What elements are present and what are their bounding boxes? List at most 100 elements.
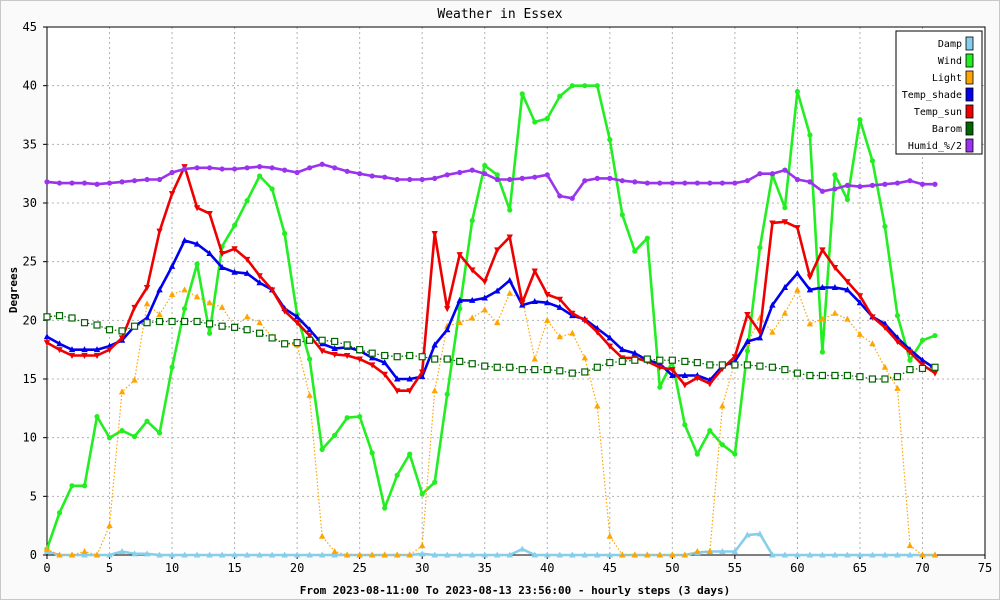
data-point-wind [432, 479, 438, 485]
data-point-wind [81, 483, 88, 489]
data-point-damp [481, 551, 488, 558]
data-point-barom [693, 358, 701, 367]
data-point-barom [493, 363, 501, 371]
y-tick-label: 45 [23, 20, 37, 34]
data-point-humid-2 [357, 171, 363, 177]
data-point-temp-shade [193, 240, 201, 247]
data-point-wind [269, 186, 275, 192]
data-point-barom [218, 322, 226, 330]
data-point-humid-2 [507, 176, 513, 183]
data-point-temp-sun [93, 353, 101, 360]
x-tick-label: 20 [290, 561, 304, 575]
data-point-temp-sun [231, 246, 238, 253]
data-point-humid-2 [894, 180, 901, 186]
data-point-wind [857, 117, 863, 123]
data-point-light [131, 376, 138, 383]
data-point-temp-sun [556, 296, 563, 303]
data-point-temp-sun [81, 353, 88, 360]
data-point-light [343, 551, 351, 558]
data-point-light [393, 551, 401, 558]
data-point-temp-sun [681, 382, 689, 389]
data-point-light [594, 402, 601, 409]
data-point-wind [719, 442, 725, 448]
data-point-damp [444, 551, 451, 558]
data-point-barom [356, 346, 364, 354]
data-point-wind [169, 364, 175, 370]
data-point-light [681, 551, 689, 558]
data-point-temp-shade [681, 371, 689, 378]
data-point-temp-shade [669, 371, 676, 378]
data-point-light [819, 315, 826, 322]
data-point-barom [731, 361, 739, 369]
data-point-temp-shade [56, 340, 63, 347]
data-point-humid-2 [444, 172, 450, 178]
data-point-humid-2 [269, 165, 275, 171]
data-point-humid-2 [369, 173, 375, 179]
x-tick-label: 5 [106, 561, 113, 575]
data-point-temp-sun [656, 364, 664, 371]
data-point-wind [332, 432, 338, 438]
data-point-wind [919, 337, 926, 343]
data-point-temp-sun [781, 219, 789, 226]
series-line-light [46, 289, 935, 556]
data-point-light [544, 316, 551, 323]
data-point-wind [732, 451, 738, 457]
data-point-humid-2 [844, 182, 851, 188]
x-tick-label: 65 [853, 561, 867, 575]
data-point-temp-shade [368, 354, 376, 361]
plot-border [46, 26, 986, 556]
data-point-temp-sun [469, 267, 476, 274]
data-point-humid-2 [557, 193, 563, 199]
data-point-temp-sun [343, 353, 351, 360]
legend-swatch [965, 104, 974, 119]
data-point-barom [105, 326, 114, 334]
legend-label: Light [932, 73, 962, 84]
data-point-wind [144, 418, 150, 424]
data-point-temp-shade [331, 344, 338, 351]
data-point-barom [843, 371, 852, 380]
chart-title: Weather in Essex [437, 7, 562, 22]
data-point-barom [706, 361, 714, 369]
data-point-temp-sun [744, 311, 751, 318]
data-point-humid-2 [832, 186, 838, 192]
data-point-light [368, 551, 376, 558]
data-point-temp-sun [531, 268, 538, 275]
data-point-light [456, 319, 463, 326]
data-point-humid-2 [682, 180, 688, 186]
data-point-temp-shade [556, 303, 563, 310]
data-point-temp-shade [393, 375, 401, 382]
data-point-humid-2 [594, 175, 600, 181]
data-point-temp-shade [469, 296, 476, 303]
data-point-temp-shade [43, 333, 51, 340]
data-point-barom [793, 369, 802, 377]
data-point-barom [768, 363, 776, 371]
data-point-humid-2 [657, 180, 663, 186]
data-point-wind [632, 248, 638, 254]
y-tick-label: 20 [23, 313, 37, 327]
data-point-temp-sun [281, 308, 288, 315]
series-light [43, 286, 939, 558]
data-point-humid-2 [156, 176, 163, 183]
data-point-humid-2 [582, 178, 588, 184]
data-point-damp [744, 531, 751, 538]
data-point-light [531, 355, 538, 362]
data-point-light [831, 309, 839, 316]
data-point-temp-shade [919, 356, 926, 363]
legend-swatch [965, 138, 974, 153]
data-point-temp-sun [669, 367, 676, 374]
data-point-humid-2 [419, 176, 425, 183]
x-tick-label: 75 [978, 561, 992, 575]
data-point-damp [306, 551, 313, 558]
data-point-damp [806, 551, 814, 558]
data-point-damp [819, 551, 826, 558]
data-point-temp-sun [331, 351, 338, 358]
data-point-wind [932, 332, 938, 339]
data-point-light [306, 391, 313, 398]
data-point-temp-sun [406, 388, 413, 395]
data-point-humid-2 [131, 178, 138, 184]
data-point-humid-2 [119, 179, 125, 185]
data-point-wind [206, 330, 213, 336]
data-point-light [906, 542, 914, 549]
y-tick-label: 5 [30, 489, 37, 503]
data-point-temp-sun [419, 369, 426, 376]
